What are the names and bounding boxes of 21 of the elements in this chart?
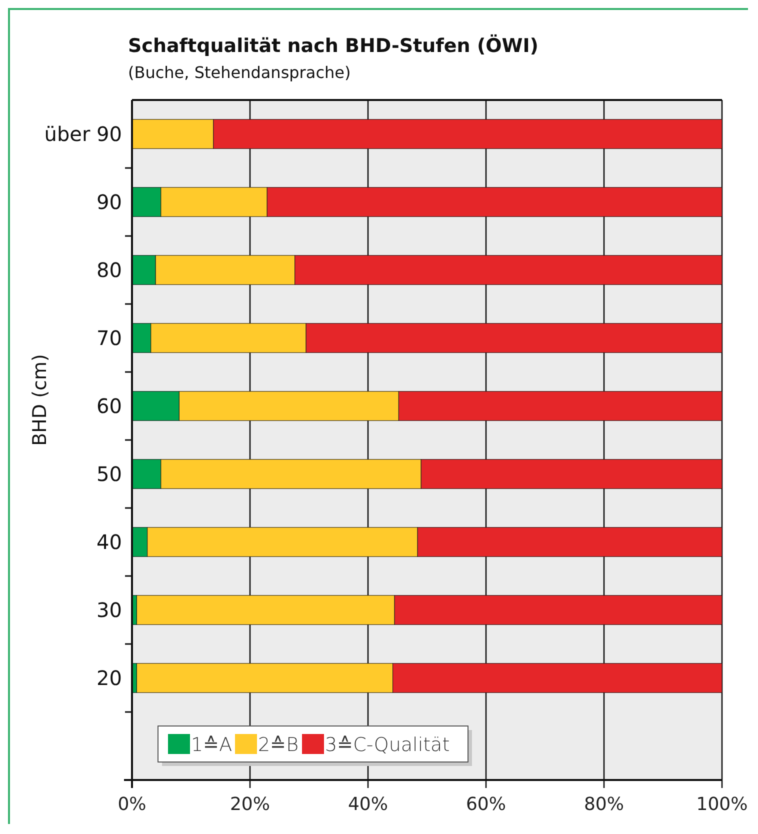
x-tick-label: 20% [230, 794, 270, 815]
x-tick-label: 100% [696, 794, 748, 815]
x-tick-label: 0% [118, 794, 146, 815]
legend-label: 3≙C-Qualität [325, 734, 450, 756]
y-axis-title: BHD (cm) [29, 354, 51, 446]
y-tick-label: 20 [96, 666, 122, 690]
y-tick-label: 60 [96, 394, 122, 418]
x-tick-label: 60% [466, 794, 506, 815]
chart-subtitle: (Buche, Stehendansprache) [128, 63, 351, 82]
y-tick-label: 50 [96, 462, 122, 486]
y-tick-label: 70 [96, 326, 122, 350]
y-tick-label: 40 [96, 530, 122, 554]
y-tick-label: 80 [96, 258, 122, 282]
legend-label: 1≙A [191, 734, 232, 756]
y-tick-label: 90 [96, 190, 122, 214]
legend-label: 2≙B [258, 734, 299, 756]
chart-title: Schaftqualität nach BHD-Stufen (ÖWI) [128, 34, 538, 57]
y-tick-label: 30 [96, 598, 122, 622]
x-tick-label: 80% [584, 794, 624, 815]
x-tick-label: 40% [348, 794, 388, 815]
y-tick-label: über 90 [44, 122, 122, 146]
